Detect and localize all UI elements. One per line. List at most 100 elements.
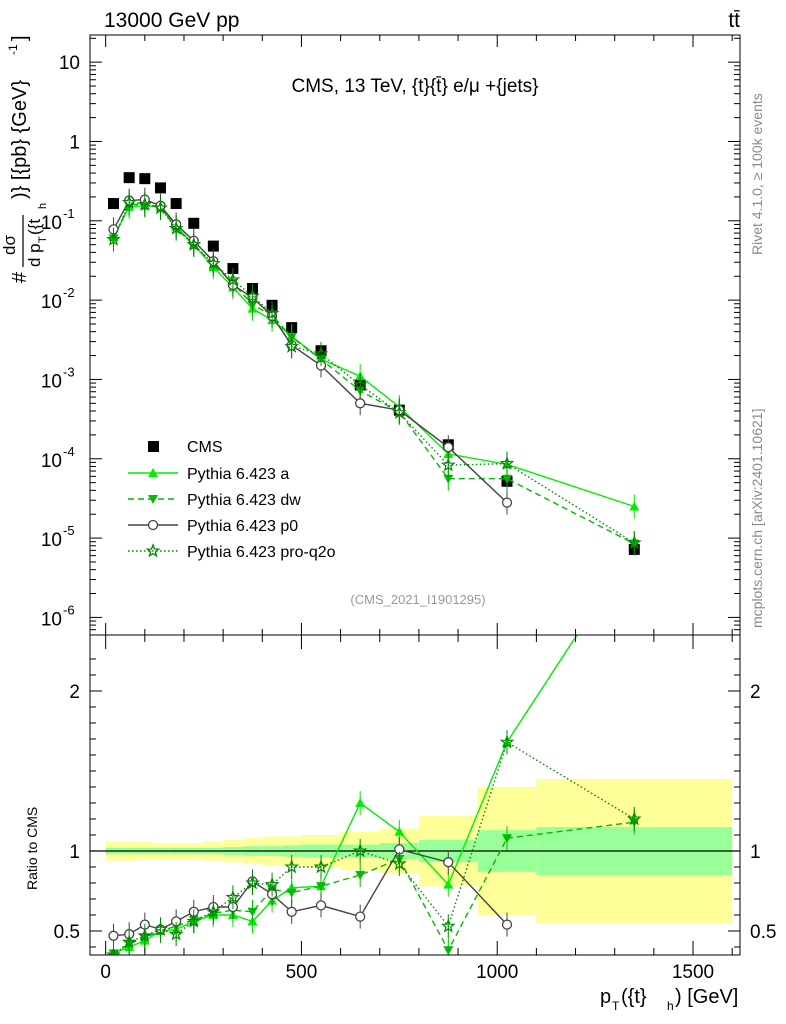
cms-data-point-3 [154,182,166,194]
main-series-point-4-16 [627,535,642,550]
main-series-point-4-3 [153,200,168,215]
ylabel-den-tail: ({t [25,219,44,235]
xlabel-mid: ({t} [621,986,647,1008]
cms-data-point-0 [107,198,119,210]
main-plot-marks [106,172,642,556]
x-tick-label-2: 1000 [476,962,518,983]
ratio-series-point-3-4 [168,926,184,941]
legend-marker-a [148,468,158,477]
main-ytick-label-exp-2: -1 [63,206,75,221]
ratio-series-point-3-6 [205,904,221,919]
ratio-series-point-1-10 [286,888,297,898]
header-right-title: tt̄ [728,9,740,32]
legend-label-dw: Pythia 6.423 dw [187,492,301,509]
main-series-point-4-15 [499,455,515,470]
cms-data-point-5 [188,217,200,229]
ratio-series-point-3-13 [391,856,407,871]
ratio-series-point-0-12 [355,798,366,807]
main-series-point-4-14 [441,457,456,472]
mcplots-note: mcplots.cern.ch [arXiv:2401.10621] [749,409,765,628]
header-left-title: 13000 GeV pp [104,9,239,32]
main-series-point-4-13 [392,405,407,419]
legend: CMS Pythia 6.423 a Pythia 6.423 dw Pythi… [128,439,336,561]
ratio-ytick-label-right-1: 1 [750,842,761,863]
ratio-series-point-1-8 [247,907,258,917]
ratio-series-point-0-14 [443,879,454,889]
ratio-series-point-3-5 [186,913,202,928]
legend-label-p0: Pythia 6.423 p0 [187,518,298,535]
cms-data-point-4 [170,198,182,210]
ratio-series-group [106,635,642,955]
main-series-line-1 [112,204,635,508]
main-series-point-1-16 [629,501,640,511]
legend-marker-dw [148,495,158,504]
main-series-point-4-4 [168,220,184,235]
main-ytick-label-exp-3: -2 [63,285,75,300]
ratio-series-point-3-16 [626,811,642,826]
xlabel-tail: ) [GeV] [675,986,738,1008]
ylabel-prefix: # [9,271,31,283]
ylabel-exponent: -1 [6,44,20,55]
main-series-point-4-11 [313,346,329,361]
ratio-y-axis-label: Ratio to CMS [24,807,40,890]
cms-data-point-6 [207,240,219,252]
main-series-point-4-1 [121,194,137,209]
ylabel-den-sub: T [37,236,49,243]
ratio-series-point-2-0 [108,930,119,941]
legend-label-cms: CMS [187,439,223,456]
ratio-panel: 0.5 0.5 1 1 2 2 0 500 1000 1500 Ratio to CMS p T … [24,634,776,1013]
xlabel-sub: T [612,999,620,1013]
main-y-axis-label: # dσ d p T ({t h )} [{pb} {GeV} -1 ] [0,35,49,283]
main-series-point-4-5 [186,236,202,251]
ratio-series-point-2-10 [286,906,297,917]
ratio-ytick-label-right-2: 2 [750,682,761,703]
ratio-series-point-1-11 [316,882,327,892]
ratio-series-point-2-15 [501,919,513,930]
ratio-series-line-2 [113,848,508,937]
legend-marker-pro-q2o [145,543,161,558]
ratio-series-point-3-15 [499,734,515,749]
main-series-point-2-14 [443,474,454,484]
ylabel-close: ] [9,35,31,41]
main-title: CMS, 13 TeV, {t}{t̄} e/μ +{jets} [291,76,538,97]
main-series-point-4-12 [352,377,368,392]
ratio-series-point-2-12 [355,911,366,922]
ratio-series-point-3-1 [121,934,137,949]
rivet-note: Rivet 4.1.0, ≥ 100k events [749,93,765,255]
main-ytick-label-exp-4: -3 [63,364,75,379]
legend-marker-cms [148,441,159,452]
main-ytick-label-exp-7: -6 [63,602,75,617]
main-series-point-3-14 [443,442,454,453]
ylabel-denominator: d p [25,243,44,267]
x-tick-label-0: 0 [100,962,111,983]
ylabel-numerator: dσ [0,235,19,255]
main-series-line-4 [112,201,635,544]
main-ytick-label-base-7: 10 [41,609,62,630]
main-series-line-3 [112,198,508,504]
ratio-series-line-3 [113,741,635,955]
ratio-series-point-3-3 [153,921,168,936]
ratio-ytick-label-left-0: 0.5 [54,922,80,943]
xlabel-p: p [600,986,611,1008]
legend-marker-p0 [147,519,159,531]
ratio-series-point-3-12 [352,843,368,858]
ratio-series-point-3-0 [106,947,121,955]
main-series-point-2-15 [502,474,513,484]
ratio-frame [89,634,741,956]
ratio-series-point-3-11 [313,859,329,874]
ratio-ytick-label-right-0: 0.5 [750,922,776,943]
main-ytick-label-base-2: 10 [41,213,62,234]
main-ytick-label-base-5: 10 [41,451,62,472]
ratio-series-point-3-7 [225,889,241,904]
main-series-point-4-6 [205,255,221,270]
ratio-ytick-label-left-2: 2 [69,682,80,703]
ratio-series-point-1-14 [443,946,454,955]
ratio-plot-marks [90,635,740,955]
ratio-series-point-2-11 [315,900,327,911]
x-tick-label-1: 500 [286,962,318,983]
analysis-watermark: (CMS_2021_I1901295) [350,592,485,607]
ratio-series-line-1 [113,821,635,954]
ratio-ytick-label-left-1: 1 [69,842,80,863]
